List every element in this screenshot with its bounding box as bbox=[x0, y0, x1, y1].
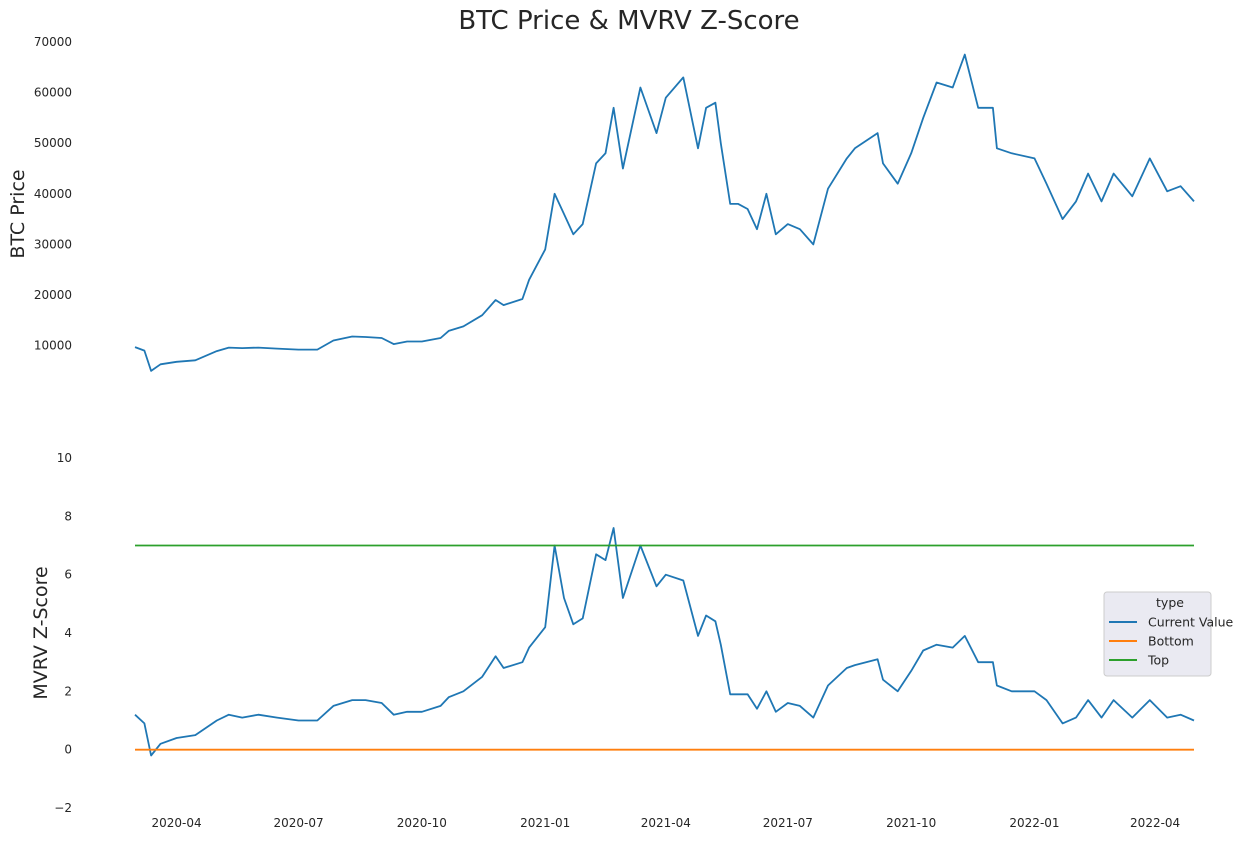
mvrv-ytick-label: 8 bbox=[64, 509, 72, 523]
mvrv-ytick-label: 10 bbox=[57, 451, 72, 465]
x-tick-label: 2021-04 bbox=[641, 816, 691, 830]
price-ytick-label: 20000 bbox=[34, 288, 72, 302]
mvrv-ytick-label: 2 bbox=[64, 684, 72, 698]
mvrv-series-line-current-value bbox=[134, 527, 1195, 757]
mvrv-ytick-label: −2 bbox=[54, 801, 72, 815]
legend-entry-label: Bottom bbox=[1148, 634, 1194, 649]
legend-title: type bbox=[1156, 595, 1184, 610]
x-tick-label: 2021-10 bbox=[886, 816, 936, 830]
x-tick-label: 2020-07 bbox=[273, 816, 323, 830]
x-tick-label: 2020-04 bbox=[151, 816, 201, 830]
mvrv-y-axis-label: MVRV Z-Score bbox=[30, 566, 52, 699]
legend-entry-label: Current Value bbox=[1148, 615, 1234, 630]
x-tick-label: 2021-01 bbox=[520, 816, 570, 830]
price-ytick-label: 60000 bbox=[34, 86, 72, 100]
legend-box bbox=[1103, 591, 1212, 677]
legend-entry-label: Top bbox=[1147, 653, 1169, 668]
x-tick-label: 2022-01 bbox=[1009, 816, 1059, 830]
price-ytick-label: 40000 bbox=[34, 187, 72, 201]
x-tick-label: 2022-04 bbox=[1130, 816, 1180, 830]
price-ytick-label: 10000 bbox=[34, 339, 72, 353]
mvrv-ytick-label: 0 bbox=[64, 743, 72, 757]
price-ytick-label: 50000 bbox=[34, 136, 72, 150]
chart-title: BTC Price & MVRV Z-Score bbox=[458, 6, 799, 36]
x-tick-label: 2021-07 bbox=[763, 816, 813, 830]
mvrv-ytick-label: 6 bbox=[64, 568, 72, 582]
mvrv-ytick-label: 4 bbox=[64, 626, 72, 640]
x-tick-label: 2020-10 bbox=[397, 816, 447, 830]
price-ytick-label: 70000 bbox=[34, 35, 72, 49]
price-ytick-label: 30000 bbox=[34, 237, 72, 251]
mvrv-panel: −2 0 2 4 6 8 10 MVRV Z-Score 2020-04 2020-07 2020-… bbox=[30, 451, 1195, 830]
price-y-axis-label: BTC Price bbox=[7, 169, 29, 258]
price-series-line-0 bbox=[134, 53, 1195, 372]
price-panel: 10000 20000 30000 40000 50000 60000 70000 BTC P… bbox=[7, 35, 1195, 372]
legend[interactable]: type Current Value Bottom Top bbox=[1103, 591, 1234, 677]
